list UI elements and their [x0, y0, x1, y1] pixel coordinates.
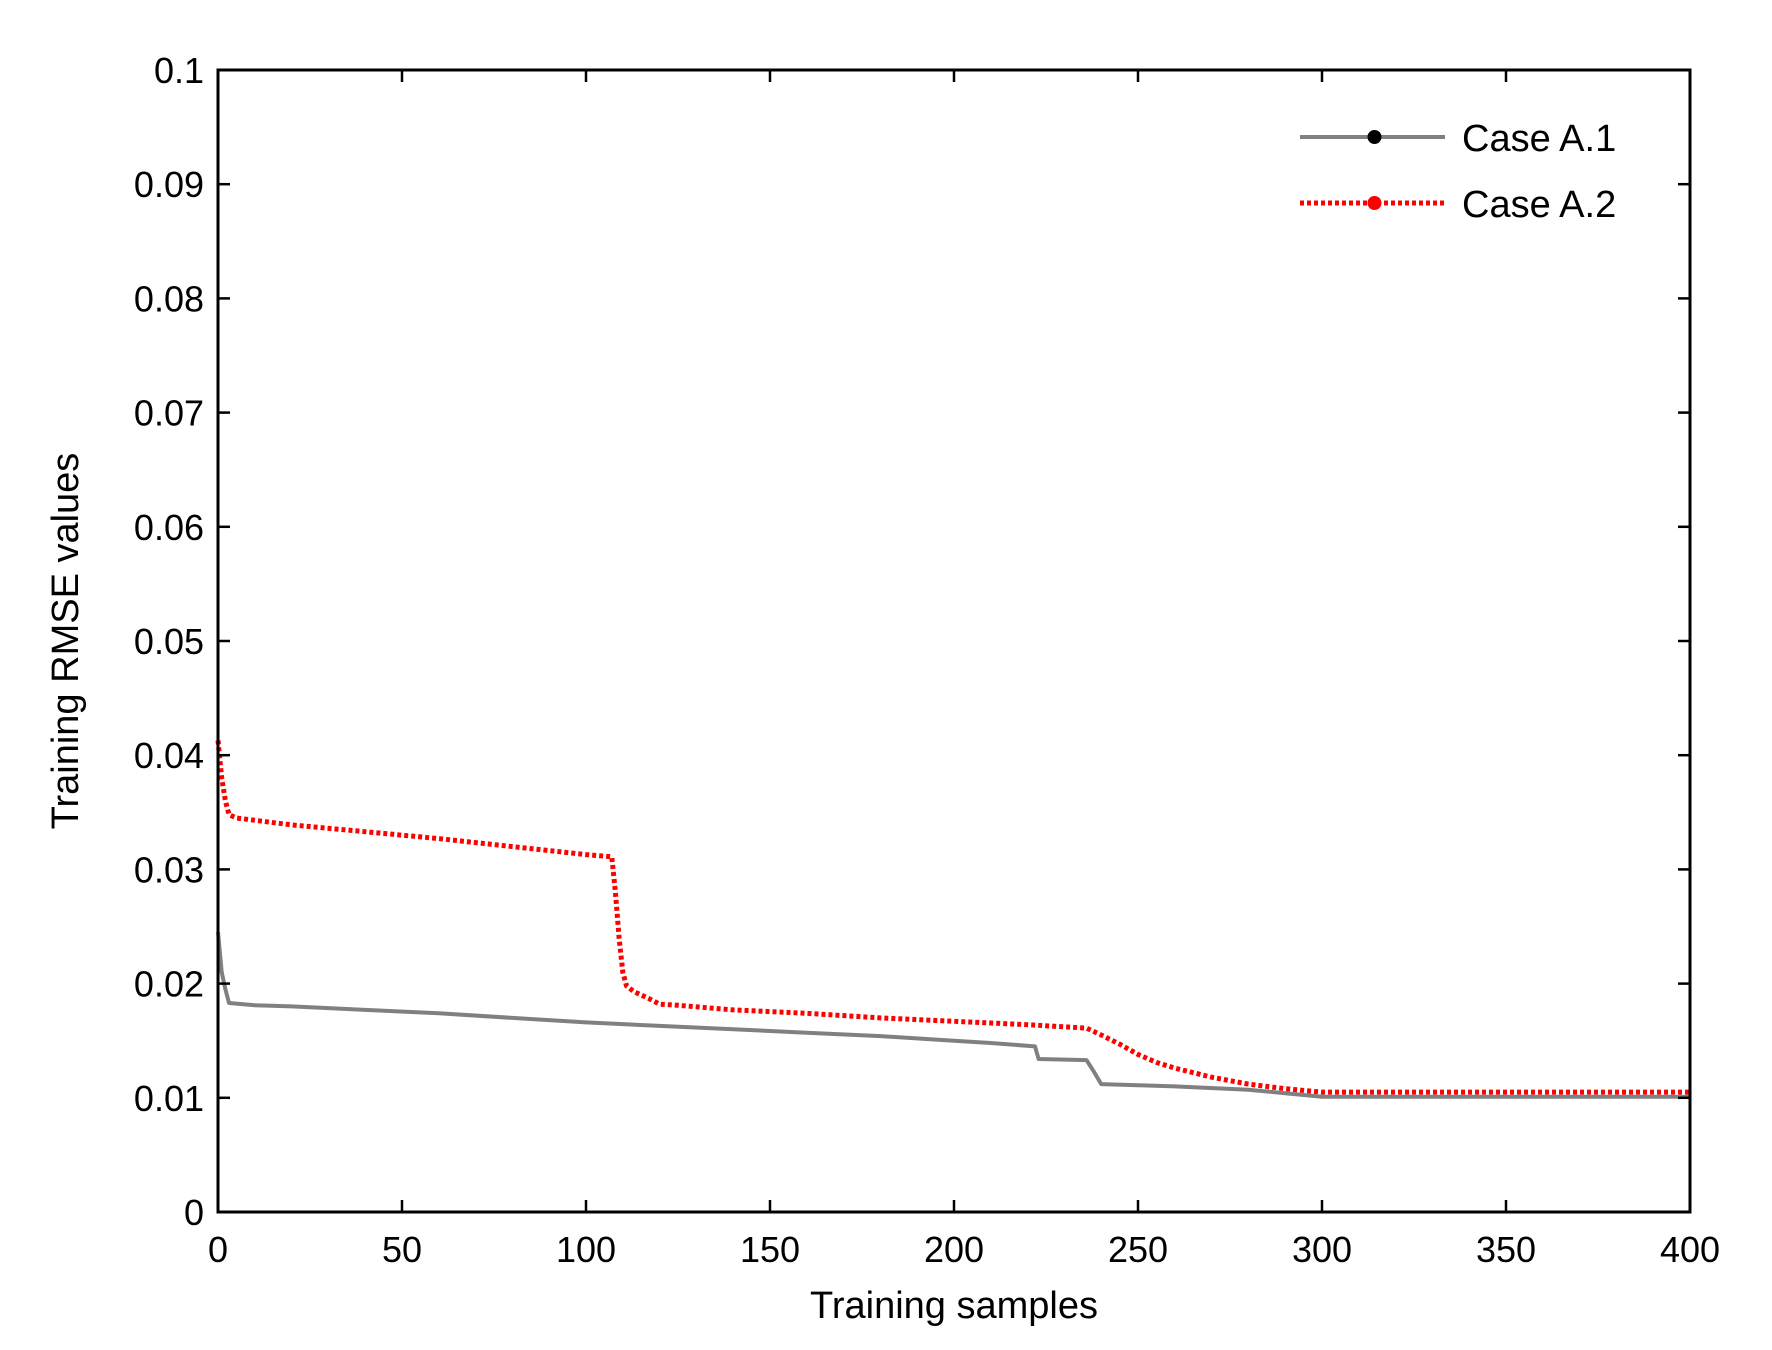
x-axis-ticks: 0 50 100 150 200 250 300 350 400	[208, 70, 1720, 1270]
x-tick-label: 250	[1108, 1229, 1168, 1270]
legend-marker-2	[1367, 196, 1382, 210]
series-line-2	[215, 740, 1690, 1095]
y-tick-label: 0.01	[134, 1078, 204, 1119]
x-tick-label: 0	[208, 1229, 228, 1270]
legend-marker-1	[1367, 130, 1382, 144]
y-axis-label: Training RMSE values	[45, 453, 87, 830]
x-tick-label: 200	[924, 1229, 984, 1270]
x-tick-label: 300	[1292, 1229, 1352, 1270]
series-line-1	[216, 932, 1690, 1099]
x-tick-label: 150	[740, 1229, 800, 1270]
x-tick-label: 100	[556, 1229, 616, 1270]
y-tick-label: 0.07	[134, 393, 204, 434]
y-tick-label: 0.09	[134, 164, 204, 205]
y-tick-label: 0.02	[134, 964, 204, 1005]
x-axis-label: Training samples	[810, 1285, 1098, 1327]
x-tick-label: 350	[1476, 1229, 1536, 1270]
legend: Case A.1 Case A.2	[1300, 118, 1616, 226]
y-tick-label: 0.1	[154, 50, 204, 91]
y-axis-ticks: 0 0.01 0.02 0.03 0.04 0.05 0.06 0.07 0.08 0.09 0.1	[134, 50, 1690, 1233]
x-tick-label: 50	[382, 1229, 422, 1270]
legend-label-2: Case A.2	[1462, 184, 1616, 226]
y-tick-label: 0.04	[134, 735, 204, 776]
y-tick-label: 0.08	[134, 278, 204, 319]
y-tick-label: 0.06	[134, 507, 204, 548]
y-tick-label: 0.05	[134, 621, 204, 662]
y-tick-label: 0	[184, 1192, 204, 1233]
legend-label-1: Case A.1	[1462, 118, 1616, 160]
y-tick-label: 0.03	[134, 849, 204, 890]
series-layer	[215, 740, 1690, 1099]
x-tick-label: 400	[1660, 1229, 1720, 1270]
